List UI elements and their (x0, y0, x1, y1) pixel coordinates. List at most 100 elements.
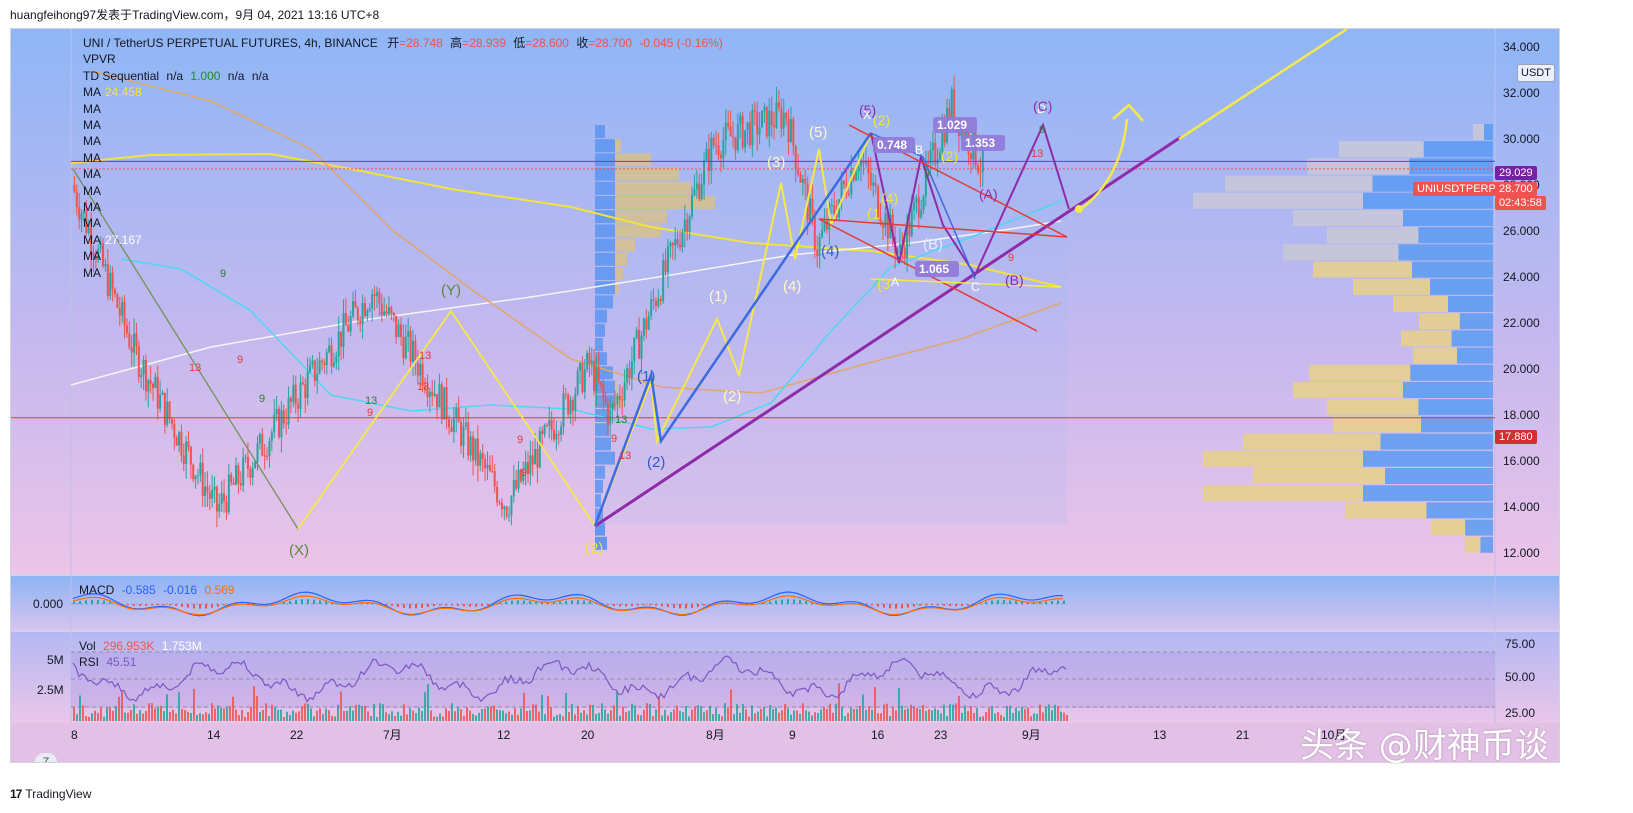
candle-body (666, 246, 669, 272)
volume-bar (235, 709, 237, 721)
candle-body (318, 360, 321, 374)
rsi-legend[interactable]: RSI 45.51 (79, 655, 136, 669)
candle-body (562, 393, 565, 427)
macd-legend[interactable]: MACD -0.585 -0.016 0.569 (79, 583, 234, 597)
volume-bar (646, 703, 648, 721)
volume-bar (829, 703, 831, 721)
volume-bar (715, 707, 717, 721)
volume-bar (166, 694, 168, 721)
ma-legend-row[interactable]: MA (83, 248, 723, 264)
candle-body (404, 336, 407, 359)
macd-hist-bar (523, 600, 525, 604)
candle-body (354, 301, 357, 308)
macd-hist-bar (691, 604, 693, 608)
volume-bar (994, 713, 996, 721)
volume-bar (127, 712, 129, 721)
candle-body (590, 360, 593, 365)
macd-hist-bar (385, 604, 387, 605)
volume-bar (280, 709, 282, 721)
currency-button[interactable]: USDT (1517, 64, 1555, 82)
candle-body (879, 217, 882, 224)
chart-frame[interactable]: 9 9 13 9 9 13 13 9 9 13 9 13 9 13 9 9 13 (X) (Y) (2) (1) (2)… (10, 28, 1560, 763)
candle-body (109, 272, 112, 297)
last-price-tag: 28.700 (1495, 182, 1537, 196)
volume-bar (475, 715, 477, 721)
ma-legend-row[interactable]: MA (83, 199, 723, 215)
candle-body (593, 360, 596, 391)
candle-body (903, 247, 906, 259)
candle-body (522, 471, 525, 482)
ma-legend-row[interactable]: MA (83, 265, 723, 281)
candle-body (872, 182, 875, 186)
candle-body (657, 298, 660, 307)
time-tick: 10月 (1321, 728, 1346, 742)
vpvr-bar-up (595, 451, 615, 465)
candle-body (479, 453, 482, 466)
candle-body (199, 462, 202, 476)
candle-body (917, 197, 920, 218)
volume-bar (118, 696, 120, 721)
macd-hist-bar (307, 599, 309, 604)
candle-body (517, 469, 520, 489)
volume-bar (1021, 706, 1023, 721)
candle-body (630, 361, 633, 379)
ma-legend-row[interactable]: MA 27.167 (83, 232, 723, 248)
candle-body (320, 360, 323, 363)
macd-hist-bar (379, 603, 381, 605)
vpvr-legend[interactable]: VPVR (83, 52, 116, 67)
ma-legend-row[interactable]: MA (83, 133, 723, 149)
candle-body (436, 393, 439, 408)
ma-legend-row[interactable]: MA (83, 215, 723, 231)
level-29029-tag: 29.029 (1495, 166, 1537, 180)
ma-tan-line (90, 70, 1062, 394)
volume-bar (379, 703, 381, 721)
volume-bar (664, 709, 666, 721)
td-legend[interactable]: TD Sequential n/a 1.000 n/a n/a (83, 68, 723, 84)
wave-label: X (863, 108, 871, 122)
ma-legend-row[interactable]: MA (83, 166, 723, 182)
vol-legend[interactable]: Vol 296.953K 1.753M (79, 639, 202, 653)
candle-body (368, 308, 371, 311)
ma-legend-row[interactable]: MA (83, 117, 723, 133)
volume-bar (763, 707, 765, 721)
macd-hist-bar (679, 604, 681, 609)
candle-body (671, 242, 674, 246)
candle-body (929, 150, 932, 164)
candle-body (156, 376, 159, 409)
candle-body (80, 213, 83, 220)
candle-body (765, 106, 768, 137)
ma-legend-row[interactable]: MA (83, 101, 723, 117)
macd-hist-bar (433, 604, 435, 607)
macd-hist-bar (625, 604, 627, 607)
candle-body (152, 383, 155, 389)
symbol-legend-row[interactable]: UNI / TetherUS PERPETUAL FUTURES, 4h, BI… (83, 35, 723, 51)
candle-body (633, 337, 636, 362)
macd-hist-bar (961, 604, 963, 607)
candle-body (548, 419, 551, 426)
vpvr-bar-up (1363, 192, 1493, 209)
ma-legend-row[interactable]: MA (83, 183, 723, 199)
volume-bar (1057, 706, 1059, 721)
volume-bar (571, 704, 573, 721)
ma-legend-row[interactable]: MA 24.458 (83, 84, 723, 100)
volume-bar (337, 704, 339, 721)
vpvr-bar-up (595, 338, 603, 351)
macd-hist-bar (619, 604, 621, 607)
vpvr-right-histogram (1193, 124, 1493, 553)
candle-body (855, 171, 858, 181)
zoom-reset-button[interactable]: Z (35, 753, 57, 762)
vpvr-bar-up (595, 536, 607, 550)
vpvr-bar-up (595, 423, 609, 437)
volume-bar (814, 712, 816, 721)
candle-body (330, 345, 333, 367)
time-tick: 21 (1236, 728, 1250, 742)
candle-body (97, 248, 100, 261)
price-tick: 22.000 (1503, 316, 1540, 330)
volume-bar (88, 716, 90, 721)
macd-line (72, 591, 1064, 617)
ma-legend-row[interactable]: MA (83, 150, 723, 166)
volume-bar (835, 703, 837, 721)
candle-body (258, 434, 261, 444)
volume-bar (724, 703, 726, 721)
wave-label: (3) (767, 154, 785, 171)
